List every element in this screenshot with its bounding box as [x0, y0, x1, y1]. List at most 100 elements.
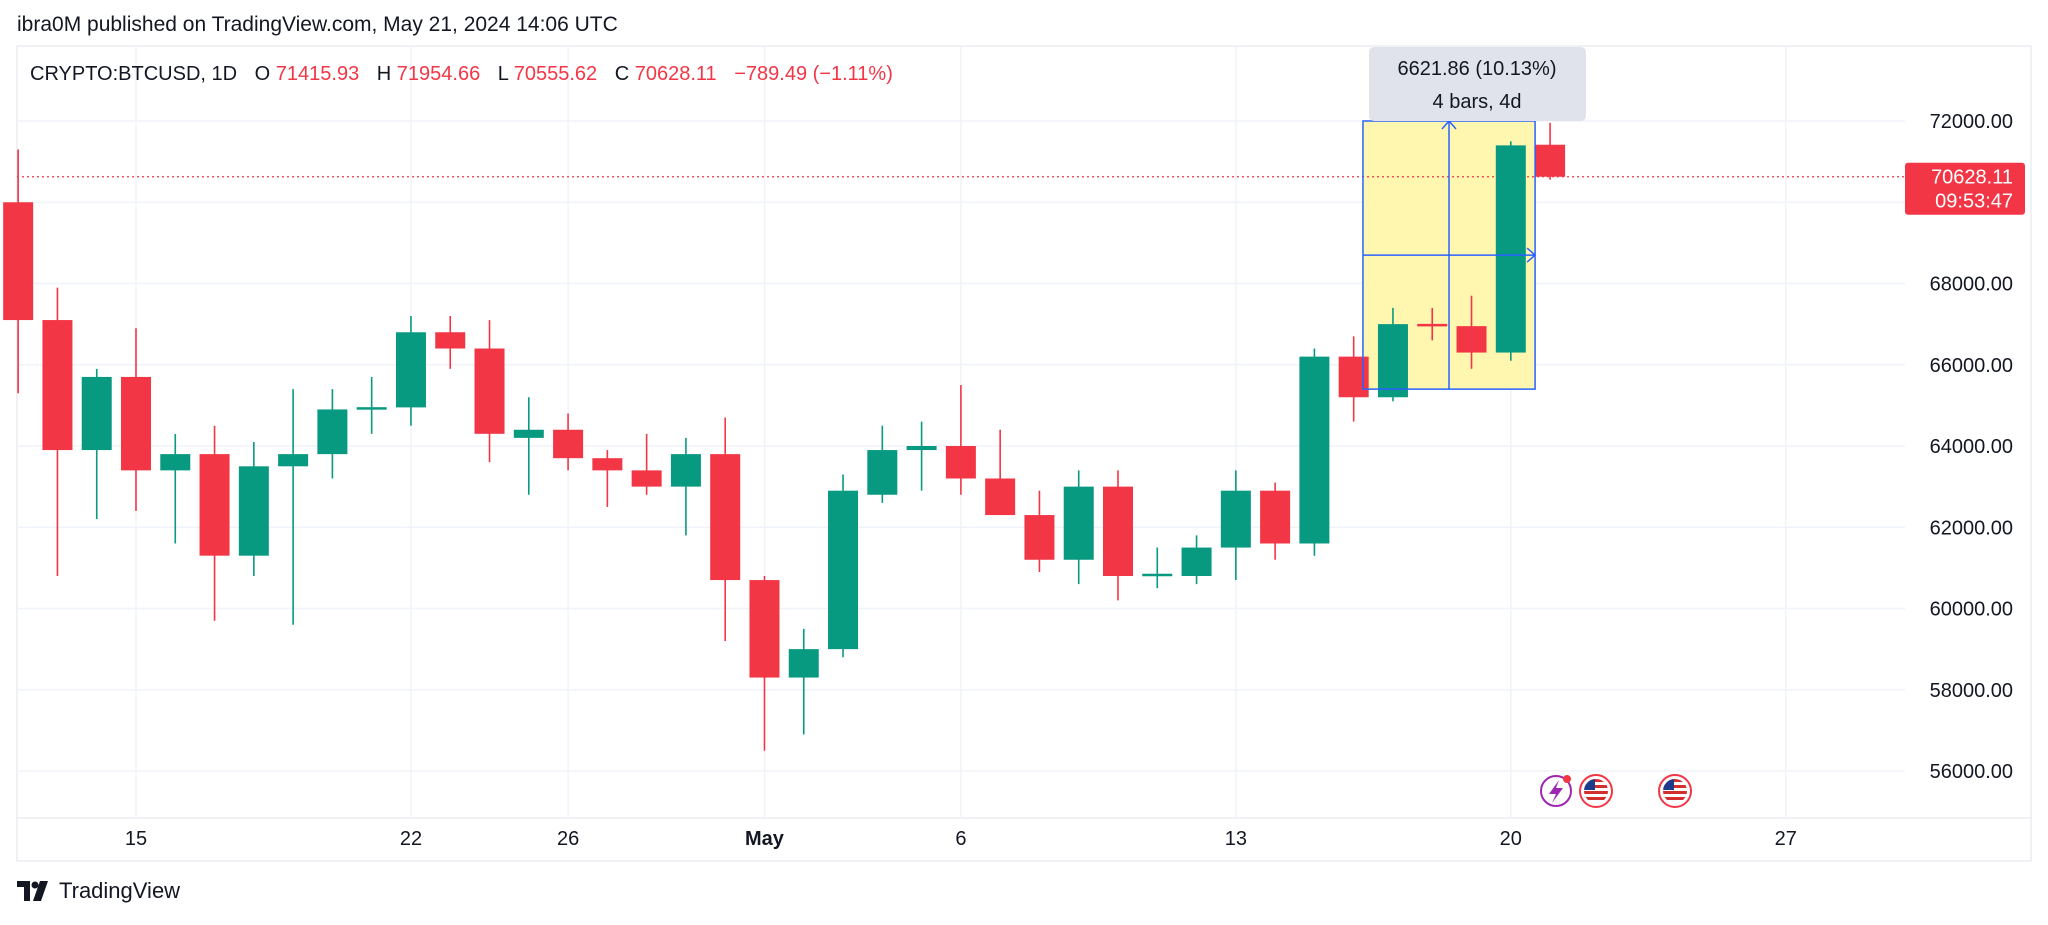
candle-body — [553, 429, 584, 459]
candle — [710, 417, 741, 641]
candle-body — [1299, 356, 1330, 544]
candle — [81, 368, 112, 520]
us-flag-event-icon[interactable] — [1658, 774, 1692, 808]
candle-body — [985, 478, 1016, 516]
candle — [867, 425, 898, 503]
candle — [1142, 547, 1173, 589]
candle-body — [749, 580, 780, 678]
candle — [3, 149, 34, 394]
measure-right-arrow — [1526, 247, 1537, 263]
time-axis[interactable]: 15 22 26 May 6 13 20 27 — [125, 828, 1797, 850]
legend-high-value: 71954.66 — [397, 63, 480, 85]
y-tick-label: 58000.00 — [1930, 680, 2013, 702]
candle-body — [1220, 490, 1251, 548]
candle-body — [1181, 547, 1212, 576]
candle — [317, 389, 348, 479]
y-tick-label: 56000.00 — [1930, 761, 2013, 783]
candle-body — [1338, 356, 1369, 398]
candles — [3, 122, 1566, 751]
y-tick-label: 62000.00 — [1930, 517, 2013, 539]
candle — [160, 433, 191, 544]
candle-body — [474, 348, 505, 434]
candle-body — [81, 376, 112, 451]
candle — [1181, 535, 1212, 585]
candle-body — [238, 466, 269, 556]
candle-body — [121, 376, 151, 471]
candle-body — [395, 332, 426, 408]
measure-tooltip: 6621.86 (10.13%) 4 bars, 4d — [1369, 47, 1586, 121]
candle-body — [710, 454, 741, 581]
tradingview-logo-icon — [17, 881, 48, 901]
candle-body — [788, 649, 819, 678]
candle — [513, 397, 544, 495]
legend-high-label: H — [377, 63, 391, 85]
candle-body — [906, 446, 937, 451]
candle — [1417, 307, 1448, 341]
candle-body — [160, 454, 191, 471]
candle-body — [945, 446, 976, 479]
candle-body — [3, 202, 34, 321]
candle-body — [435, 332, 466, 349]
candle — [1063, 470, 1094, 585]
candle — [278, 389, 309, 625]
last-price-label: 70628.11 09:53:47 — [1905, 162, 2025, 215]
candle — [1535, 122, 1566, 180]
candle — [788, 628, 819, 735]
candle — [553, 413, 584, 471]
candle — [945, 385, 976, 495]
x-tick-label: 20 — [1500, 828, 1522, 850]
x-tick-label: 22 — [400, 828, 422, 850]
candle — [1103, 470, 1133, 601]
publication-attribution: ibra0M published on TradingView.com, May… — [17, 13, 618, 36]
candle-body — [631, 470, 662, 487]
candle — [670, 437, 701, 536]
candle — [906, 421, 937, 491]
candle-body — [828, 490, 859, 650]
candle-body — [42, 320, 73, 451]
candle — [42, 287, 73, 576]
us-flag-event-icon[interactable] — [1579, 774, 1613, 808]
candle — [121, 328, 151, 511]
candle — [199, 425, 230, 621]
candle — [985, 429, 1016, 516]
legend-close-label: C — [615, 63, 629, 85]
legend-close-value: 70628.11 — [635, 63, 717, 85]
y-tick-label: 66000.00 — [1930, 355, 2013, 377]
tradingview-wordmark: TradingView — [59, 878, 181, 903]
candle-body — [1024, 515, 1055, 560]
candle-body — [1377, 324, 1408, 398]
legend-change: −789.49 (−1.11%) — [734, 63, 893, 85]
chart-frame — [16, 45, 2032, 862]
x-tick-label: 26 — [557, 828, 579, 850]
x-tick-label: 13 — [1225, 828, 1247, 850]
x-tick-label: 6 — [955, 828, 966, 850]
legend-low-value: 70555.62 — [514, 63, 597, 85]
candle-body — [1063, 486, 1094, 560]
footer-brand[interactable]: TradingView — [17, 877, 180, 905]
measure-change: 6621.86 (10.13%) — [1397, 58, 1556, 80]
candle-body — [199, 454, 230, 556]
measure-tooltip-box — [1369, 47, 1586, 121]
candle-body — [1535, 144, 1566, 177]
candle — [356, 376, 387, 434]
candle-body — [1103, 486, 1133, 576]
candle — [1024, 490, 1055, 572]
candle — [592, 450, 623, 507]
measure-span: 4 bars, 4d — [1433, 91, 1522, 113]
x-tick-label: 27 — [1775, 828, 1797, 850]
legend-low-label: L — [498, 63, 509, 85]
y-tick-label: 64000.00 — [1930, 436, 2013, 458]
candle-body — [1142, 573, 1173, 577]
candle — [474, 320, 505, 463]
x-tick-label: May — [745, 828, 785, 850]
candle-body — [317, 409, 348, 455]
x-tick-label: 15 — [125, 828, 147, 850]
candle-body — [1456, 326, 1487, 353]
candle-body — [1495, 145, 1526, 353]
candle-body — [592, 458, 623, 471]
candle — [631, 433, 662, 495]
lightning-event-icon[interactable] — [1540, 775, 1572, 807]
ohlc-legend: CRYPTO:BTCUSD, 1D O 71415.93 H 71954.66 … — [30, 63, 893, 85]
